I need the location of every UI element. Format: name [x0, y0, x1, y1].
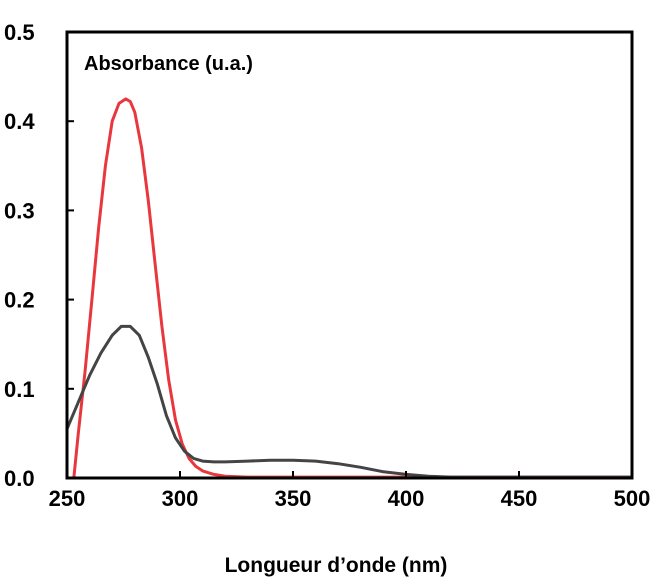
plot-frame — [65, 30, 634, 480]
y-tick-label: 0.1 — [4, 377, 35, 402]
x-tick-label: 450 — [501, 486, 538, 511]
y-tick-label: 0.4 — [4, 109, 35, 134]
curves-layer — [65, 97, 634, 480]
y-tick-label: 0.3 — [4, 198, 35, 223]
y-tick-label: 0.2 — [4, 288, 35, 313]
x-tick-label: 400 — [388, 486, 425, 511]
y-tick-label: 0.0 — [4, 466, 35, 491]
series-line-gray — [65, 324, 634, 479]
x-tick-label: 250 — [49, 486, 86, 511]
x-tick-label: 350 — [275, 486, 312, 511]
series-line-red — [72, 97, 634, 480]
x-tick-label: 300 — [162, 486, 199, 511]
y-axis-label: Absorbance (u.a.) — [84, 53, 253, 75]
ticks-layer: 250 300 350 400 450 500 0.0 0.1 0.2 0.3 0.4 0.5 — [4, 20, 650, 511]
x-axis-label: Longueur d’onde (nm) — [225, 554, 448, 577]
x-tick-label: 500 — [614, 486, 651, 511]
y-tick-label: 0.5 — [4, 20, 35, 45]
